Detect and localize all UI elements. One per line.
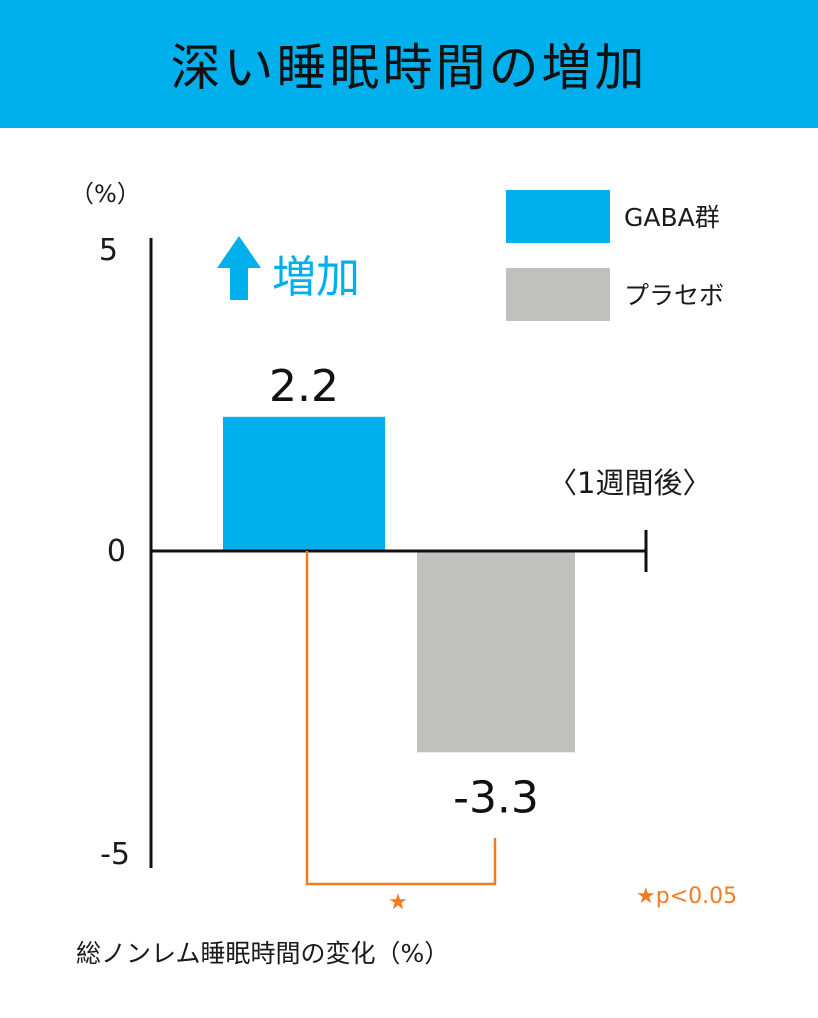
chart-title: 深い睡眠時間の増加	[170, 39, 648, 97]
legend-swatch-placebo	[506, 268, 610, 321]
data-label-placebo: -3.3	[453, 772, 539, 823]
y-tick-label-zero: 0	[107, 534, 126, 569]
significance-note-text: p<0.05	[656, 884, 737, 909]
x-axis-label: 総ノンレム睡眠時間の変化（%）	[76, 939, 449, 968]
significance-note-star: ★	[636, 884, 656, 909]
y-axis-unit: （%）	[70, 180, 141, 208]
bar-chart: （%） 5 0 -5 2.2 -3.3 増加 〈1週間後〉 GABA群 プラセボ…	[70, 180, 737, 968]
bar-gaba	[223, 416, 385, 551]
y-tick-label-top: 5	[99, 233, 118, 268]
significance-bracket	[305, 551, 497, 886]
legend-label-placebo: プラセボ	[624, 281, 724, 310]
increase-callout-text: 増加	[272, 252, 360, 303]
legend-label-gaba: GABA群	[624, 203, 720, 232]
legend-swatch-gaba	[506, 190, 610, 243]
y-tick-label-bottom: -5	[100, 837, 130, 872]
significance-note: ★p<0.05	[636, 884, 737, 909]
title-bar: 深い睡眠時間の増加	[0, 0, 818, 128]
period-label: 〈1週間後〉	[548, 466, 711, 500]
bar-placebo	[417, 551, 575, 753]
up-arrow-icon	[217, 236, 261, 300]
significance-star: ★	[388, 890, 408, 915]
data-label-gaba: 2.2	[269, 361, 339, 412]
